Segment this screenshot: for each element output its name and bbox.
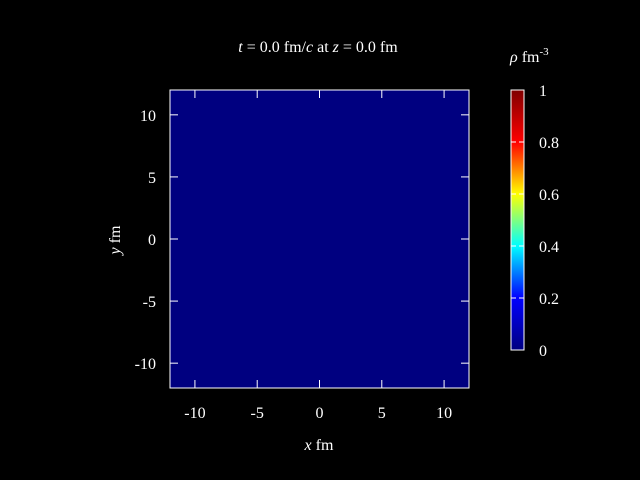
x-axis-ticks: -10 -5 0 5 10 (184, 90, 452, 422)
x-tick-label: -5 (251, 405, 264, 422)
y-tick-label: -10 (135, 356, 156, 373)
colorbar-tick-label: 1 (539, 83, 547, 100)
colorbar-tick-label: 0.2 (539, 291, 559, 308)
colorbar-tick-label: 0.6 (539, 187, 559, 204)
y-tick-label: -5 (143, 294, 156, 311)
x-tick-label: 5 (378, 405, 386, 422)
y-tick-label: 0 (148, 232, 156, 249)
y-tick-label: 10 (140, 108, 156, 125)
colorbar-tick-label: 0.8 (539, 135, 559, 152)
heatmap-field (170, 90, 469, 388)
y-axis-ticks: -10 -5 0 5 10 (135, 108, 469, 373)
x-tick-label: 0 (316, 405, 324, 422)
y-tick-label: 5 (148, 170, 156, 187)
y-axis-label: y fm (107, 225, 124, 256)
x-tick-label: -10 (184, 405, 205, 422)
colorbar-tick-label: 0.4 (539, 239, 559, 256)
x-axis-label: x fm (304, 437, 334, 454)
x-tick-label: 10 (436, 405, 452, 422)
chart-title: t = 0.0 fm/c at z = 0.0 fm (238, 39, 398, 56)
colorbar-tick-label: 0 (539, 343, 547, 360)
colorbar-label: ρ fm-3 (509, 46, 549, 66)
colorbar-ticks: 0 0.2 0.4 0.6 0.8 1 (511, 83, 559, 360)
colorbar (510, 89, 525, 351)
